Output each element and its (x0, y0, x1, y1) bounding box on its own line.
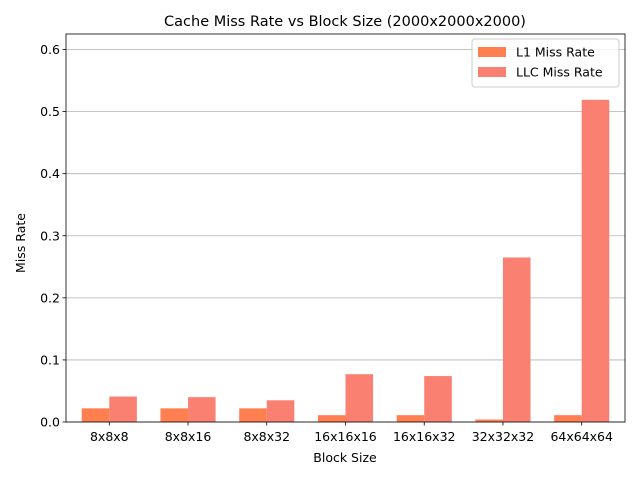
plot-frame (65, 33, 626, 423)
bar-llc-miss-rate (109, 396, 137, 422)
bar-llc-miss-rate (345, 374, 374, 422)
bar-l1-miss-rate (239, 408, 267, 422)
legend-label: LLC Miss Rate (516, 65, 603, 80)
x-tick-label: 32x32x32 (472, 429, 535, 444)
bar-llc-miss-rate (266, 400, 295, 422)
bar-l1-miss-rate (554, 415, 582, 422)
bar-llc-miss-rate (502, 257, 531, 422)
bar-l1-miss-rate (396, 415, 425, 422)
axes (62, 33, 626, 426)
gridlines (66, 49, 625, 423)
y-tick-label: 0.6 (40, 42, 60, 57)
y-axis-label: Miss Rate (13, 213, 28, 273)
x-tick-label: 8x8x16 (165, 429, 212, 444)
y-tick-label: 0.0 (40, 415, 60, 430)
legend: L1 Miss Rate LLC Miss Rate (471, 38, 620, 88)
legend-label: L1 Miss Rate (516, 45, 595, 60)
x-tick-label: 8x8x8 (90, 429, 129, 444)
x-axis-label: Block Size (313, 450, 377, 465)
y-tick-label: 0.4 (40, 166, 60, 181)
y-tick-label: 0.2 (40, 290, 60, 305)
chart-title: Cache Miss Rate vs Block Size (2000x2000… (164, 14, 526, 30)
bar-l1-miss-rate (475, 419, 503, 422)
x-tick-label: 64x64x64 (550, 429, 613, 444)
bars (81, 99, 610, 422)
bar-l1-miss-rate (81, 408, 110, 422)
legend-box (471, 38, 620, 88)
x-tick-label: 16x16x16 (314, 429, 377, 444)
tick-labels: 0.0 0.1 0.2 0.3 0.4 0.5 0.6 8x8x8 8x8x16 8x8x32 16… (40, 42, 613, 444)
y-tick-label: 0.1 (40, 352, 60, 367)
y-tick-label: 0.5 (40, 104, 60, 119)
bar-llc-miss-rate (424, 376, 452, 422)
bar-llc-miss-rate (188, 397, 216, 422)
legend-swatch (478, 47, 506, 57)
bar-l1-miss-rate (160, 408, 189, 422)
x-tick-label: 16x16x32 (393, 429, 456, 444)
legend-swatch (478, 67, 506, 77)
bar-l1-miss-rate (317, 415, 346, 422)
y-tick-label: 0.3 (40, 228, 60, 243)
x-tick-label: 8x8x32 (243, 429, 290, 444)
bar-llc-miss-rate (581, 99, 610, 422)
